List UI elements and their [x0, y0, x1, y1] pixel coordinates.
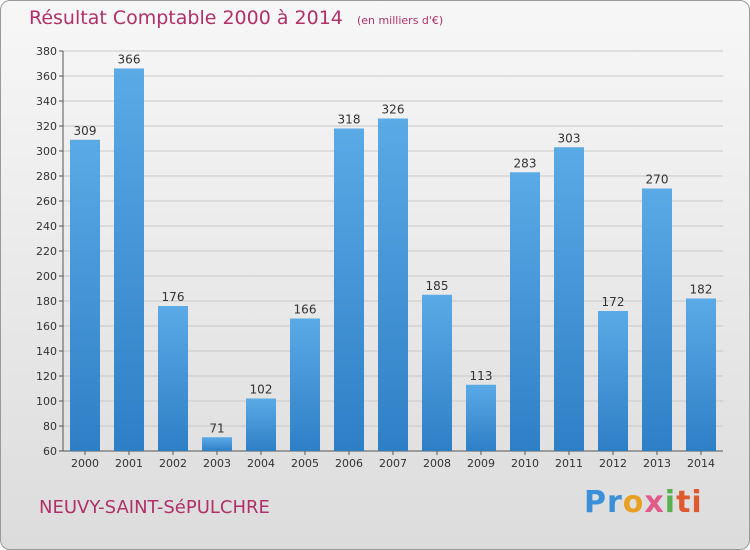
y-tick-label: 220	[36, 245, 57, 258]
axes: 60 80 100 120 140 160 180 200 220 240 260 280 300 320…	[36, 45, 723, 470]
bar-2007	[378, 118, 408, 451]
y-tick-label: 340	[36, 95, 57, 108]
proxiti-logo: Proxiti	[584, 485, 703, 520]
x-tick-label-2004: 2004	[247, 457, 275, 470]
data-label-2000: 309	[74, 124, 97, 138]
data-label-2012: 172	[602, 295, 625, 309]
x-tick-label-2014: 2014	[687, 457, 715, 470]
y-tick-label: 120	[36, 370, 57, 383]
y-tick-label: 240	[36, 220, 57, 233]
data-label-2014: 182	[690, 283, 713, 297]
data-label-2009: 113	[470, 369, 493, 383]
data-label-2003: 71	[209, 421, 224, 435]
data-label-2001: 366	[118, 53, 141, 67]
chart-title-text: Résultat Comptable 2000 à 2014	[29, 7, 343, 29]
x-tick-label-2006: 2006	[335, 457, 363, 470]
bar-2009	[466, 384, 496, 451]
x-tick-label-2000: 2000	[71, 457, 99, 470]
x-tick-label-2007: 2007	[379, 457, 407, 470]
x-tick-label-2013: 2013	[643, 457, 671, 470]
data-label-2011: 303	[558, 131, 581, 145]
y-tick-label: 80	[43, 420, 57, 433]
logo-part-1: Pr	[584, 485, 623, 520]
bar-2013	[642, 188, 672, 451]
logo-part-5: ti	[676, 485, 703, 520]
data-label-2005: 166	[294, 303, 317, 317]
x-tick-label-2001: 2001	[115, 457, 143, 470]
bar-2004	[246, 398, 276, 451]
logo-part-2: o	[622, 485, 645, 520]
bar-2008	[422, 294, 452, 451]
data-label-2007: 326	[382, 103, 405, 117]
bar-2005	[290, 318, 320, 451]
data-label-2008: 185	[426, 279, 449, 293]
y-tick-label: 320	[36, 120, 57, 133]
y-tick-label: 260	[36, 195, 57, 208]
y-tick-label: 60	[43, 445, 57, 458]
data-label-2010: 283	[514, 156, 537, 170]
y-tick-label: 140	[36, 345, 57, 358]
location-name: NEUVY-SAINT-SéPULCHRE	[39, 497, 270, 518]
chart-title: Résultat Comptable 2000 à 2014 (en milli…	[29, 7, 443, 29]
logo-part-3: x	[644, 485, 665, 520]
data-label-2006: 318	[338, 113, 361, 127]
x-tick-label-2011: 2011	[555, 457, 583, 470]
data-label-2004: 102	[250, 383, 273, 397]
y-tick-label: 160	[36, 320, 57, 333]
bar-2011	[554, 147, 584, 451]
x-tick-label-2009: 2009	[467, 457, 495, 470]
y-tick-label: 360	[36, 70, 57, 83]
bar-2000	[70, 139, 100, 451]
logo-part-4: i	[664, 485, 677, 520]
x-tick-label-2010: 2010	[511, 457, 539, 470]
bar-2001	[114, 68, 144, 451]
bar-2006	[334, 128, 364, 451]
y-tick-label: 180	[36, 295, 57, 308]
x-tick-label-2012: 2012	[599, 457, 627, 470]
x-tick-label-2005: 2005	[291, 457, 319, 470]
x-tick-label-2002: 2002	[159, 457, 187, 470]
y-tick-label: 300	[36, 145, 57, 158]
x-tick-label-2008: 2008	[423, 457, 451, 470]
bar-2003	[202, 437, 232, 451]
y-tick-label: 380	[36, 45, 57, 58]
bar-2002	[158, 306, 188, 451]
bars	[70, 68, 716, 451]
chart-unit: (en milliers d'€)	[356, 14, 444, 27]
y-tick-label: 280	[36, 170, 57, 183]
data-label-2002: 176	[162, 290, 185, 304]
data-labels: 309 366 176 71 102 166 318 326 185 113 283 303 172 27…	[74, 53, 713, 436]
y-tick-label: 100	[36, 395, 57, 408]
data-label-2013: 270	[646, 173, 669, 187]
bar-2014	[686, 298, 716, 451]
y-tick-label: 200	[36, 270, 57, 283]
bar-2010	[510, 172, 540, 451]
x-tick-label-2003: 2003	[203, 457, 231, 470]
bar-2012	[598, 311, 628, 451]
